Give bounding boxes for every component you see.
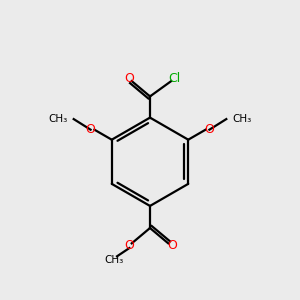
Text: O: O	[85, 123, 95, 136]
Text: O: O	[205, 123, 214, 136]
Text: O: O	[124, 239, 134, 252]
Text: O: O	[167, 239, 177, 252]
Text: CH₃: CH₃	[49, 114, 68, 124]
Text: CH₃: CH₃	[104, 255, 124, 265]
Text: Cl: Cl	[168, 72, 180, 85]
Text: CH₃: CH₃	[232, 114, 251, 124]
Text: O: O	[124, 72, 134, 85]
